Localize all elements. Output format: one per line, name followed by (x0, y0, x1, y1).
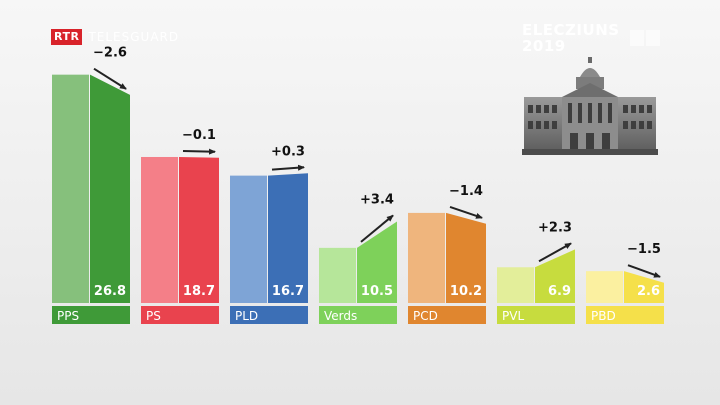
bar-previous-verds (319, 247, 356, 303)
category-label-pbd: PBD (591, 309, 616, 323)
value-label-pld: 16.7 (272, 284, 304, 299)
change-label-pps: −2.6 (93, 46, 127, 61)
change-label-ps: −0.1 (182, 128, 216, 143)
category-label-pcd: PCD (413, 309, 438, 323)
value-label-pvl: 6.9 (548, 284, 571, 299)
bar-current-pvl (535, 249, 575, 303)
category-box-pps (52, 306, 130, 324)
category-label-ps: PS (146, 309, 161, 323)
election-title-line1: ELECZIUNS (522, 21, 620, 39)
change-label-pld: +0.3 (271, 144, 305, 159)
broadcaster-logo: RTR TELESGUARD (51, 28, 179, 46)
bar-previous-pps (52, 74, 89, 303)
change-label-verds: +3.4 (360, 192, 394, 207)
category-box-pcd (408, 306, 486, 324)
federal-palace-icon (522, 57, 658, 155)
category-box-pvl (497, 306, 575, 324)
category-box-verds (319, 306, 397, 324)
category-label-pps: PPS (57, 309, 79, 323)
category-box-ps (141, 306, 219, 324)
change-arrow-pld (271, 164, 305, 171)
bar-previous-pvl (497, 267, 534, 303)
bar-current-pcd (446, 212, 486, 303)
value-label-ps: 18.7 (183, 284, 215, 299)
category-label-pvl: PVL (502, 309, 524, 323)
bar-current-ps (179, 156, 219, 303)
election-title: ELECZIUNS 2019 (522, 22, 620, 54)
value-label-pps: 26.8 (94, 284, 126, 299)
category-label-pld: PLD (235, 309, 258, 323)
change-label-pcd: −1.4 (449, 184, 483, 199)
change-arrow-pbd (627, 264, 661, 278)
value-label-verds: 10.5 (361, 284, 393, 299)
bar-previous-pcd (408, 212, 445, 303)
bar-current-pbd (624, 271, 664, 303)
change-arrow-ps (182, 148, 216, 155)
srf-watermark-icon (630, 30, 662, 46)
program-name: TELESGUARD (88, 30, 180, 44)
bar-current-pld (268, 173, 308, 303)
bar-previous-pbd (586, 271, 623, 303)
category-box-pld (230, 306, 308, 324)
bar-current-pps (90, 74, 130, 303)
category-box-pbd (586, 306, 664, 324)
election-year: 2019 (522, 37, 566, 55)
change-label-pvl: +2.3 (538, 220, 572, 235)
change-arrow-pcd (449, 205, 483, 219)
bar-previous-pld (230, 175, 267, 303)
change-label-pbd: −1.5 (627, 242, 661, 257)
category-label-verds: Verds (324, 309, 357, 323)
change-arrow-verds (360, 214, 394, 243)
value-label-pcd: 10.2 (450, 284, 482, 299)
bar-current-verds (357, 221, 397, 303)
change-arrow-pps (93, 67, 127, 90)
change-arrow-pvl (538, 242, 572, 263)
value-label-pbd: 2.6 (637, 284, 660, 299)
bar-previous-ps (141, 156, 178, 303)
rtr-badge: RTR (51, 29, 83, 45)
